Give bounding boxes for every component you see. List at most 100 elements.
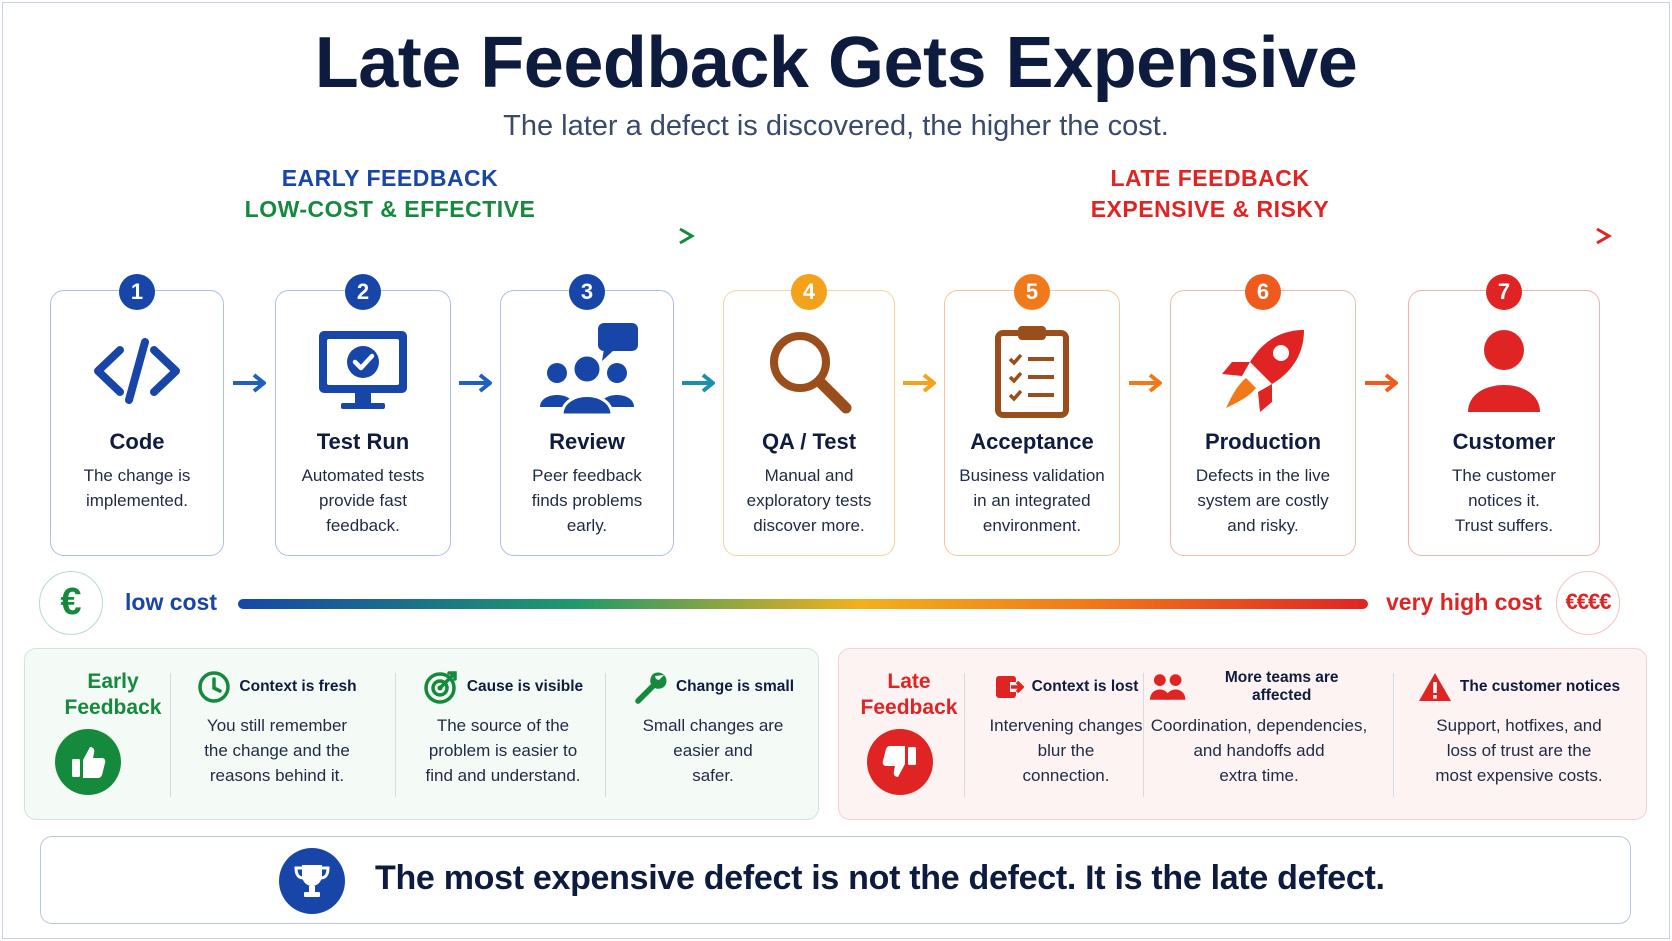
late-flow-arrow bbox=[737, 227, 1612, 245]
item-line: Intervening changes bbox=[989, 716, 1143, 735]
early-panel-heading: Early Feedback bbox=[43, 669, 183, 721]
item-line: The source of the bbox=[436, 716, 570, 735]
heading-line: Feedback bbox=[64, 696, 162, 719]
step-number: 4 bbox=[791, 274, 827, 310]
late-feedback-label: LATE FEEDBACK EXPENSIVE & RISKY bbox=[1000, 163, 1420, 225]
item-line: problem is easier to bbox=[428, 741, 578, 760]
heading-line: Late bbox=[887, 670, 931, 693]
page-title: Late Feedback Gets Expensive bbox=[314, 23, 1358, 103]
early-feedback-panel: Early Feedback Context is fresh You stil… bbox=[24, 648, 819, 820]
panel-divider bbox=[964, 673, 965, 797]
late-item-customer: The customer notices Support, hotfixes, … bbox=[1399, 669, 1639, 788]
early-feedback-label: EARLY FEEDBACK LOW-COST & EFFECTIVE bbox=[170, 163, 610, 225]
late-panel-heading: Late Feedback bbox=[839, 669, 979, 721]
item-line: extra time. bbox=[1219, 766, 1299, 785]
step-description: The change is implemented. bbox=[61, 463, 213, 513]
footer-banner: The most expensive defect is not the def… bbox=[40, 836, 1631, 924]
item-line: loss of trust are the bbox=[1446, 741, 1592, 760]
panel-divider bbox=[605, 673, 606, 797]
clock-icon bbox=[198, 671, 231, 703]
desc-line: notices it. bbox=[1468, 491, 1540, 510]
item-line: the change and the bbox=[204, 741, 350, 760]
step-title: Acceptance bbox=[970, 429, 1094, 454]
desc-line: Business validation bbox=[959, 466, 1105, 485]
item-line: You still remember bbox=[206, 716, 348, 735]
item-line: safer. bbox=[692, 766, 734, 785]
item-line: reasons behind it. bbox=[209, 766, 345, 785]
step-title: Test Run bbox=[316, 429, 410, 454]
step-description: Defects in the live system are costly an… bbox=[1181, 463, 1345, 538]
desc-line: system are costly bbox=[1197, 491, 1329, 510]
early-band-line1: EARLY FEEDBACK bbox=[281, 165, 499, 191]
thumbs-down-icon bbox=[867, 729, 933, 795]
item-line: connection. bbox=[1022, 766, 1110, 785]
footer-message: The most expensive defect is not the def… bbox=[375, 859, 1385, 897]
wrench-icon bbox=[635, 672, 667, 704]
item-line: Small changes are bbox=[642, 716, 784, 735]
step-card-acceptance: 5 Acceptance Business validation in an i… bbox=[944, 274, 1120, 556]
step-description: The customer notices it. Trust suffers. bbox=[1419, 463, 1589, 538]
late-feedback-panel: Late Feedback Context is lost Intervenin… bbox=[838, 648, 1647, 820]
late-band-line2: EXPENSIVE & RISKY bbox=[1090, 196, 1330, 222]
warning-icon bbox=[1418, 673, 1451, 701]
early-item-title: Context is fresh bbox=[239, 678, 357, 695]
step-description: Automated tests provide fast feedback. bbox=[286, 463, 440, 538]
early-item-cause: Cause is visible The source of the probl… bbox=[403, 669, 603, 788]
desc-line: discover more. bbox=[753, 516, 865, 535]
early-item-title: Cause is visible bbox=[466, 678, 584, 695]
late-item-context: Context is lost Intervening changes blur… bbox=[971, 669, 1161, 788]
step-card-qa-test: 4 QA / Test Manual and exploratory tests… bbox=[723, 274, 895, 556]
step-description: Manual and exploratory tests discover mo… bbox=[734, 463, 884, 538]
desc-line: Manual and bbox=[764, 466, 854, 485]
desc-line: The change is bbox=[83, 466, 191, 485]
step-number: 5 bbox=[1014, 274, 1050, 310]
thumbs-up-icon bbox=[55, 729, 121, 795]
arrow-right-icon bbox=[682, 373, 715, 393]
step-card-customer: 7 Customer The customer notices it. Trus… bbox=[1408, 274, 1600, 556]
step-description: Business validation in an integrated env… bbox=[955, 463, 1109, 538]
early-item-text: Small changes are easier and safer. bbox=[613, 713, 813, 788]
step-card-production: 6 Production Defects in the live system … bbox=[1170, 274, 1356, 556]
desc-line: in an integrated bbox=[973, 491, 1091, 510]
panel-divider bbox=[170, 673, 171, 797]
step-number: 7 bbox=[1486, 274, 1522, 310]
heading-line: Feedback bbox=[860, 696, 958, 719]
cost-high-label: very high cost bbox=[1386, 589, 1542, 615]
person-icon bbox=[1409, 321, 1599, 421]
desc-line: and risky. bbox=[1227, 516, 1299, 535]
step-description: Peer feedback finds problems early. bbox=[511, 463, 663, 538]
panel-divider bbox=[1393, 673, 1394, 797]
clipboard-checklist-icon bbox=[945, 321, 1119, 421]
step-title: Review bbox=[549, 429, 625, 454]
early-item-text: You still remember the change and the re… bbox=[177, 713, 377, 788]
cost-scale: € low cost very high cost €€€€ bbox=[0, 568, 1672, 638]
item-line: easier and bbox=[673, 741, 753, 760]
item-line: blur the bbox=[1037, 741, 1095, 760]
teams-icon bbox=[1149, 674, 1186, 700]
step-card-test-run: 2 Test Run Automated tests provide fast … bbox=[275, 274, 451, 556]
euro-low-icon: € bbox=[39, 571, 103, 635]
trophy-icon bbox=[279, 848, 345, 914]
desc-line: Peer feedback bbox=[532, 466, 642, 485]
arrow-right-icon bbox=[233, 373, 266, 393]
step-number: 1 bbox=[119, 274, 155, 310]
desc-line: Defects in the live bbox=[1195, 466, 1331, 485]
arrow-right-icon bbox=[903, 373, 936, 393]
item-line: Coordination, dependencies, bbox=[1150, 716, 1368, 735]
item-line: find and understand. bbox=[425, 766, 581, 785]
early-item-text: The source of the problem is easier to f… bbox=[403, 713, 603, 788]
step-card-code: 1 Code The change is implemented. bbox=[50, 274, 224, 556]
step-title: Code bbox=[109, 429, 165, 454]
late-item-title: Context is lost bbox=[1031, 678, 1139, 695]
early-item-context: Context is fresh You still remember the … bbox=[177, 669, 377, 788]
arrow-right-icon bbox=[459, 373, 492, 393]
item-line: Support, hotfixes, and bbox=[1436, 716, 1602, 735]
target-icon bbox=[424, 671, 457, 704]
late-item-title: More teams are affected bbox=[1224, 669, 1339, 704]
late-item-title: The customer notices bbox=[1459, 678, 1621, 695]
page-subtitle: The later a defect is discovered, the hi… bbox=[503, 110, 1169, 142]
desc-line: provide fast bbox=[319, 491, 407, 510]
heading-line: Early bbox=[87, 670, 139, 693]
late-item-teams: More teams are affected Coordination, de… bbox=[1149, 669, 1369, 788]
